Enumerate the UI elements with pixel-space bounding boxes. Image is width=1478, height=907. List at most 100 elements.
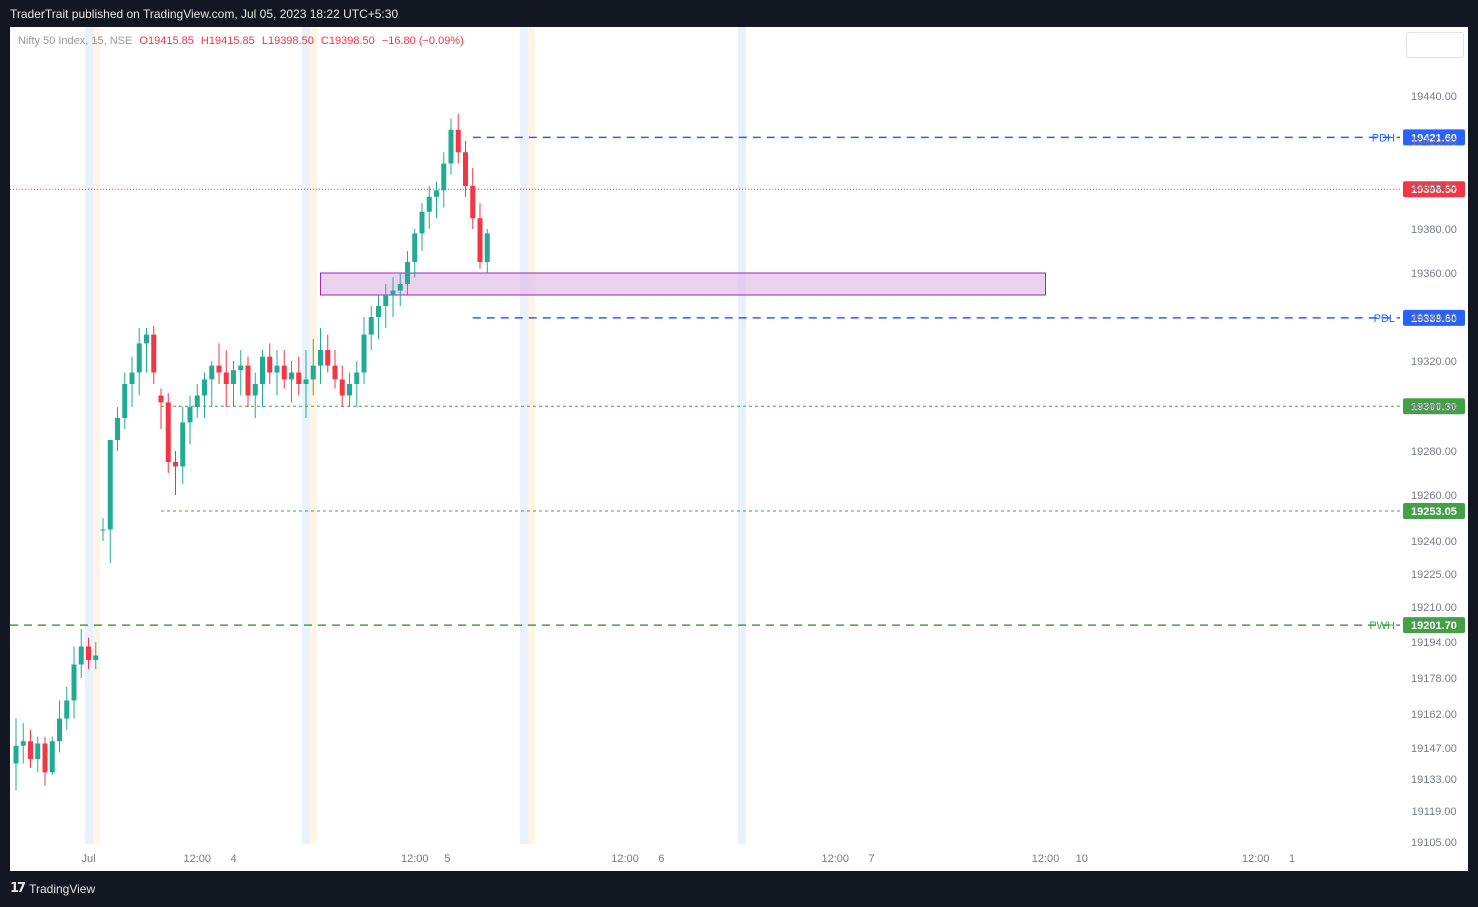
candle-body[interactable] <box>202 379 207 396</box>
candle-body[interactable] <box>455 129 461 153</box>
candle-body[interactable] <box>332 365 338 380</box>
legend-close-label: C <box>320 35 329 47</box>
candle-body[interactable] <box>49 741 55 773</box>
y-axis-tick-label: 19360.00 <box>1411 268 1457 280</box>
level-price-tag-text: 19201.70 <box>1411 620 1457 632</box>
candle-body[interactable] <box>158 395 164 403</box>
y-axis-tick-label: 19320.00 <box>1411 356 1457 368</box>
candle-body[interactable] <box>325 350 331 366</box>
candle-body[interactable] <box>93 655 99 661</box>
candle-body[interactable] <box>368 317 374 335</box>
x-axis-tick-label: 12:00 <box>183 853 211 865</box>
candle-body[interactable] <box>405 262 410 284</box>
candle-body[interactable] <box>231 370 236 384</box>
candle-body[interactable] <box>64 700 70 719</box>
candle-body[interactable] <box>100 529 106 531</box>
tradingview-logo[interactable]: 17 TradingView <box>10 881 95 896</box>
y-axis-tick-label: 19133.00 <box>1411 774 1457 786</box>
candle-body[interactable] <box>78 646 84 665</box>
x-axis-tick-label: 6 <box>658 853 664 865</box>
candle-body[interactable] <box>397 284 403 291</box>
level-price-tag <box>1403 502 1465 519</box>
level-price-tag <box>1403 309 1465 326</box>
level-price-tag-text: 19339.60 <box>1411 313 1457 325</box>
candle-body[interactable] <box>28 741 33 760</box>
y-axis-tick-label: 19178.00 <box>1411 673 1457 685</box>
y-axis-tick-label: 19210.00 <box>1411 602 1457 614</box>
y-axis-tick-label: 19440.00 <box>1411 91 1457 103</box>
candle-body[interactable] <box>122 384 128 418</box>
candle-body[interactable] <box>296 372 302 385</box>
candle-body[interactable] <box>13 745 19 764</box>
y-axis-tick-label: 19300.00 <box>1411 402 1457 414</box>
y-axis-tick-label: 19194.00 <box>1411 637 1457 649</box>
candle-body[interactable] <box>463 152 468 186</box>
y-axis-tick-label: 19105.00 <box>1411 837 1457 849</box>
x-axis-tick-label: 12:00 <box>1032 853 1060 865</box>
candle-body[interactable] <box>107 440 113 530</box>
candle-body[interactable] <box>136 343 142 373</box>
candle-body[interactable] <box>289 372 294 380</box>
candle-body[interactable] <box>339 379 345 396</box>
legend-low-value: 19398.50 <box>267 35 314 47</box>
candle-body[interactable] <box>484 233 490 262</box>
demand-zone[interactable] <box>320 272 1046 296</box>
candle-body[interactable] <box>86 646 91 661</box>
footer-bar: 17 TradingView <box>0 871 1478 907</box>
candle-body[interactable] <box>412 233 418 262</box>
candle-body[interactable] <box>267 356 273 373</box>
candle-body[interactable] <box>318 350 323 366</box>
candle-body[interactable] <box>144 334 149 344</box>
x-axis-tick-label: 5 <box>444 853 450 865</box>
candle-body[interactable] <box>71 664 77 701</box>
candle-body[interactable] <box>347 384 352 396</box>
candle-body[interactable] <box>274 365 280 373</box>
last-price-tag <box>1403 181 1465 198</box>
candle-body[interactable] <box>361 334 367 373</box>
candle-body[interactable] <box>434 190 439 197</box>
candle-body[interactable] <box>310 365 316 380</box>
candle-body[interactable] <box>35 743 41 760</box>
candle-body[interactable] <box>209 365 215 380</box>
candle-body[interactable] <box>470 186 476 219</box>
level-price-tag-text: 19253.05 <box>1411 506 1457 518</box>
y-axis-tick-label: 19162.00 <box>1411 709 1457 721</box>
candle-body[interactable] <box>57 718 62 742</box>
candle-body[interactable] <box>216 365 222 373</box>
candle-body[interactable] <box>303 379 309 384</box>
candle-body[interactable] <box>260 356 265 384</box>
candle-body[interactable] <box>238 365 244 371</box>
candle-body[interactable] <box>42 743 48 773</box>
candle-body[interactable] <box>20 741 26 746</box>
candle-body[interactable] <box>448 129 454 164</box>
y-axis-tick-label: 19260.00 <box>1411 490 1457 502</box>
candle-body[interactable] <box>187 407 193 423</box>
candle-body[interactable] <box>426 196 432 212</box>
level-price-tag <box>1403 129 1465 146</box>
level-price-tag-text: 19421.60 <box>1411 132 1457 144</box>
y-axis-tick-label: 19420.00 <box>1411 136 1457 148</box>
candle-body[interactable] <box>165 402 171 462</box>
candle-body[interactable] <box>223 372 229 385</box>
y-axis-tick-label: 19240.00 <box>1411 536 1457 548</box>
candle-body[interactable] <box>194 395 200 408</box>
candle-body[interactable] <box>151 334 157 373</box>
candle-body[interactable] <box>441 163 447 191</box>
session-band <box>738 27 746 844</box>
candle-body[interactable] <box>281 365 287 380</box>
candle-body[interactable] <box>390 290 396 295</box>
candle-body[interactable] <box>383 295 389 306</box>
candle-body[interactable] <box>477 218 483 262</box>
candle-body[interactable] <box>376 306 381 317</box>
candle-body[interactable] <box>115 418 120 440</box>
candle-body[interactable] <box>419 211 425 234</box>
candle-body[interactable] <box>129 372 135 385</box>
candle-body[interactable] <box>173 462 178 467</box>
candle-body[interactable] <box>252 384 258 396</box>
candle-body[interactable] <box>354 372 360 385</box>
published-text: TraderTrait published on TradingView.com… <box>10 7 399 21</box>
candle-body[interactable] <box>180 422 186 467</box>
candle-body[interactable] <box>245 365 251 396</box>
chart-control-box[interactable] <box>1406 32 1464 58</box>
